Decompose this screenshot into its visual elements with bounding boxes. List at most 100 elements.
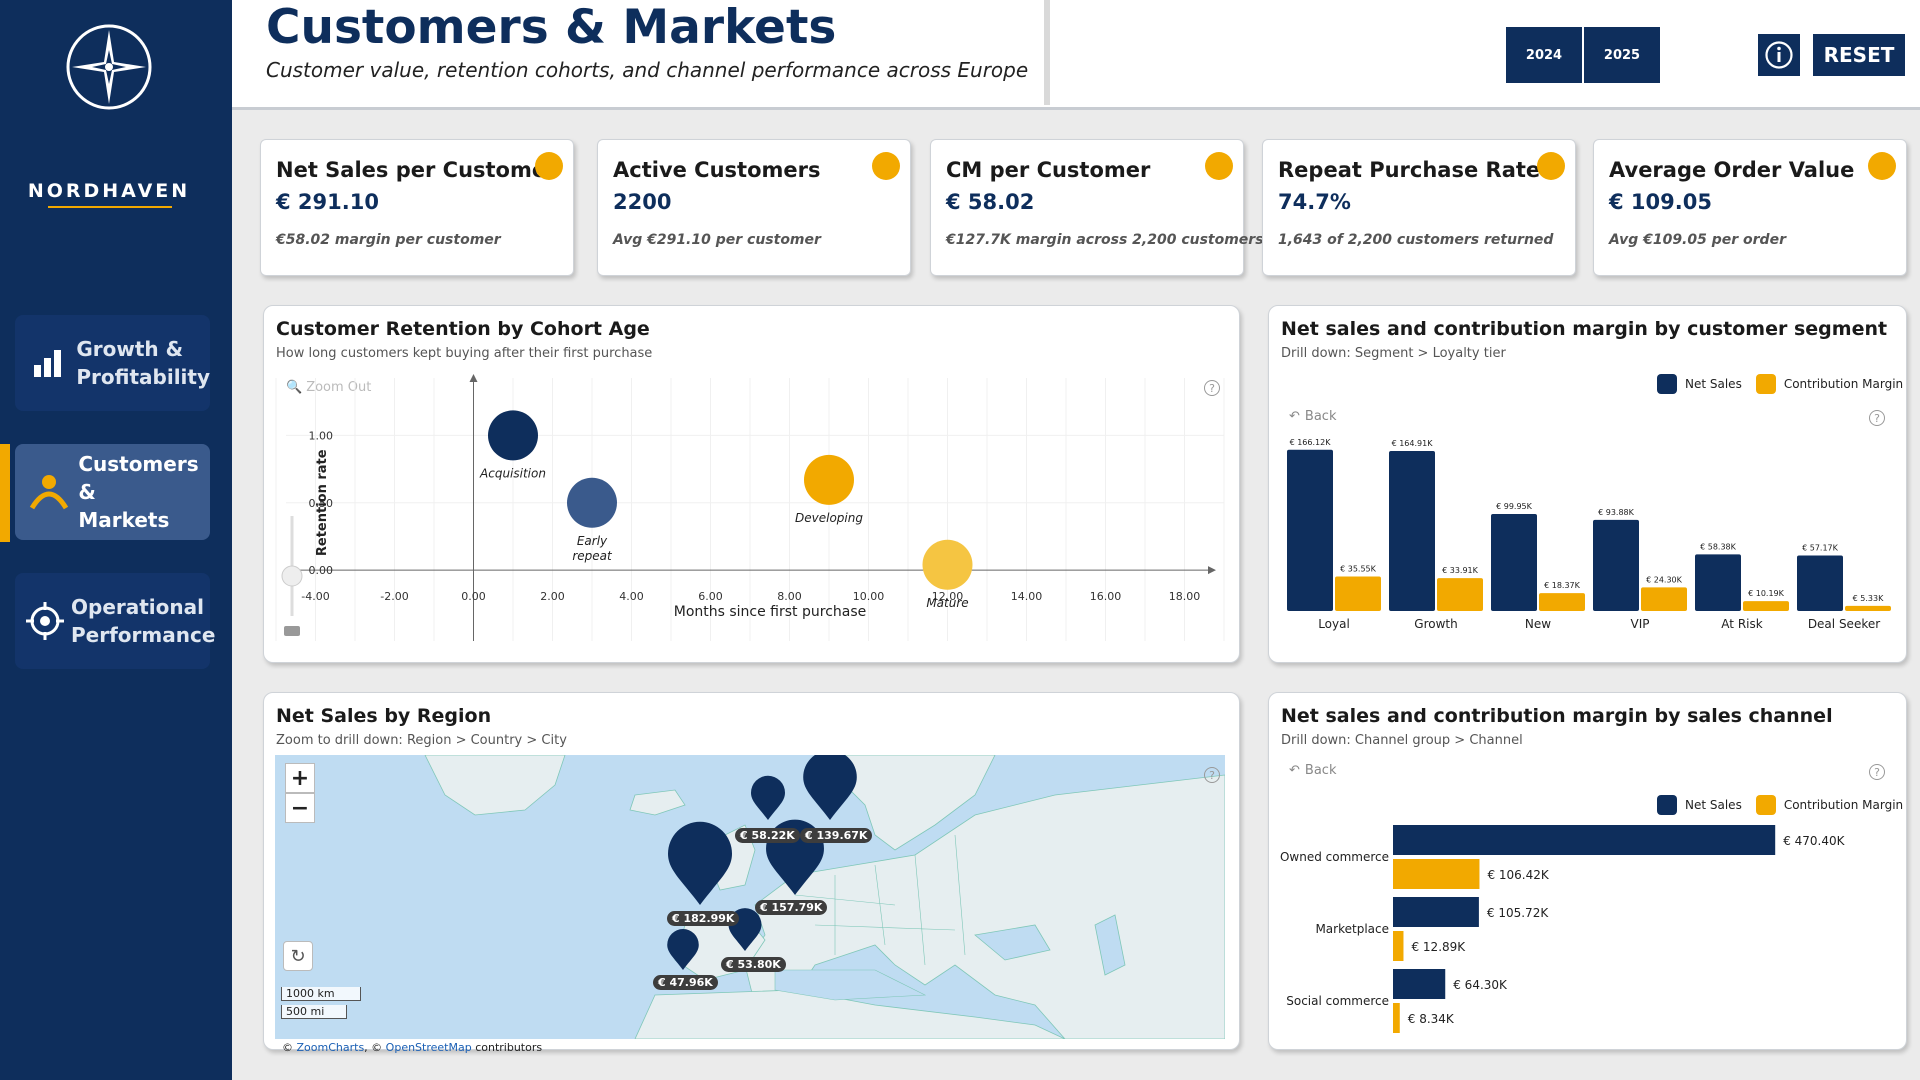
sidebar: NORDHAVEN Growth & Profitability Customer… — [0, 0, 232, 1080]
zoom-slider-handle[interactable] — [281, 565, 303, 587]
segment-bar-chart[interactable]: € 166.12K € 35.55K Loyal € 164.91K € 33.91K G… — [1269, 306, 1908, 664]
bar-contribution-margin[interactable] — [1641, 587, 1687, 611]
map-refresh-button[interactable]: ↻ — [283, 941, 313, 971]
nav-item-customers-markets[interactable]: Customers & Markets — [15, 444, 210, 540]
header-divider — [1044, 0, 1050, 105]
year-2025-button[interactable]: 2025 — [1584, 27, 1660, 83]
nav-label-line1: Customers & — [78, 452, 199, 504]
map-pin-icon[interactable] — [751, 775, 785, 820]
bar-net-sales[interactable] — [1593, 519, 1639, 611]
legend-label-contribution-margin: Contribution Margin — [1783, 798, 1904, 812]
map-canvas[interactable]: + − ↻ 1000 km 500 mi € 182.99K € 58.22K … — [275, 755, 1225, 1039]
scatter-point-label: Mature — [926, 596, 968, 610]
bar-net-sales[interactable] — [1491, 513, 1537, 611]
bar-net-sales[interactable] — [1695, 554, 1741, 611]
bar-contribution-margin[interactable] — [1335, 576, 1381, 611]
status-dot-icon — [1868, 152, 1896, 180]
map-pin-icon[interactable] — [803, 755, 857, 820]
bar-data-label: € 33.91K — [1442, 566, 1479, 575]
x-category-label: Deal Seeker — [1808, 617, 1880, 631]
bar-net-sales[interactable] — [1797, 555, 1843, 611]
channel-bar-chart[interactable]: € 470.40K € 106.42K Owned commerce € 105.72… — [1269, 693, 1908, 1051]
help-icon[interactable]: ? — [1869, 410, 1885, 426]
x-tick-label: 14.00 — [1011, 590, 1043, 603]
kpi-card-cm-per-customer: CM per Customer € 58.02 €127.7K margin a… — [930, 139, 1264, 276]
kpi-value: 74.7% — [1278, 190, 1351, 214]
scatter-point-label: repeat — [572, 549, 613, 563]
scatter-point[interactable] — [922, 539, 973, 590]
scatter-point[interactable] — [488, 410, 538, 461]
nav-label: Operational Performance — [71, 593, 215, 649]
status-dot-icon — [1205, 152, 1233, 180]
panel-subtitle: Zoom to drill down: Region > Country > C… — [276, 733, 567, 748]
map-scale-km: 1000 km — [281, 987, 361, 1001]
legend-label-contribution-margin: Contribution Margin — [1783, 377, 1904, 391]
scatter-point[interactable] — [804, 454, 854, 505]
keyboard-icon[interactable] — [284, 626, 300, 636]
map-marker-label: € 47.96K — [653, 975, 718, 990]
page-subtitle: Customer value, retention cohorts, and c… — [266, 58, 1029, 82]
bar-data-label: € 18.37K — [1544, 581, 1581, 590]
y-category-label: Marketplace — [1315, 922, 1389, 936]
kpi-value: € 58.02 — [946, 190, 1035, 214]
bar-net-sales[interactable] — [1287, 449, 1333, 611]
bar-data-label: € 166.12K — [1290, 438, 1332, 447]
bar-net-sales[interactable] — [1393, 825, 1776, 855]
map-pin-icon[interactable] — [667, 929, 699, 970]
bar-data-label: € 470.40K — [1783, 834, 1845, 848]
year-2024-button[interactable]: 2024 — [1506, 27, 1582, 83]
kpi-card-active-customers: Active Customers 2200 Avg €291.10 per cu… — [597, 139, 911, 276]
panel-title: Customer Retention by Cohort Age — [276, 318, 650, 340]
kpi-card-net-sales-per-customer: Net Sales per Customer € 291.10 €58.02 m… — [260, 139, 574, 276]
panel-title: Net Sales by Region — [276, 705, 492, 727]
help-icon[interactable]: ? — [1204, 380, 1220, 396]
bar-net-sales[interactable] — [1393, 969, 1446, 999]
zoom-out-button[interactable]: 🔍 Zoom Out — [286, 380, 371, 395]
kpi-title: CM per Customer — [946, 158, 1151, 182]
map-marker-label: € 139.67K — [800, 828, 873, 843]
bar-net-sales[interactable] — [1393, 897, 1479, 927]
bar-contribution-margin[interactable] — [1743, 601, 1789, 611]
scatter-point[interactable] — [567, 477, 617, 528]
map-scale-mi: 500 mi — [281, 1005, 347, 1019]
bar-contribution-margin[interactable] — [1393, 1003, 1400, 1033]
y-category-label: Social commerce — [1286, 994, 1389, 1008]
zoom-out-label: Zoom Out — [306, 380, 372, 395]
x-tick-label: 6.00 — [698, 590, 723, 603]
nav-item-growth-profitability[interactable]: Growth & Profitability — [15, 315, 210, 411]
map-zoom-in-button[interactable]: + — [285, 763, 315, 793]
kpi-value: € 109.05 — [1609, 190, 1712, 214]
x-tick-label: 12.00 — [932, 590, 964, 603]
nav-label-line1: Growth & — [76, 337, 184, 361]
help-icon[interactable]: ? — [1204, 767, 1220, 783]
bar-contribution-margin[interactable] — [1437, 578, 1483, 611]
y-tick-label: 1.00 — [309, 429, 334, 442]
bar-contribution-margin[interactable] — [1393, 859, 1480, 889]
x-tick-label: 18.00 — [1169, 590, 1201, 603]
bar-contribution-margin[interactable] — [1539, 593, 1585, 611]
kpi-title: Average Order Value — [1609, 158, 1855, 182]
bar-net-sales[interactable] — [1389, 450, 1435, 611]
x-tick-label: 8.00 — [777, 590, 802, 603]
bar-contribution-margin[interactable] — [1393, 931, 1404, 961]
kpi-card-average-order-value: Average Order Value € 109.05 Avg €109.05… — [1593, 139, 1907, 276]
bar-data-label: € 8.34K — [1408, 1012, 1455, 1026]
map-markers — [667, 755, 857, 970]
y-tick-label: 0.50 — [309, 497, 334, 510]
scatter-point-label: Acquisition — [479, 466, 546, 480]
openstreetmap-link[interactable]: OpenStreetMap — [385, 1041, 472, 1054]
zoomcharts-link[interactable]: ZoomCharts — [296, 1041, 365, 1054]
back-button[interactable]: ↶ Back — [1289, 763, 1336, 778]
x-tick-label: 0.00 — [461, 590, 486, 603]
reset-button[interactable]: RESET — [1813, 34, 1905, 76]
scatter-point-label: Developing — [795, 511, 863, 525]
scatter-point-label: Early — [577, 534, 608, 548]
map-pin-icon[interactable] — [668, 821, 732, 905]
bar-data-label: € 164.91K — [1392, 439, 1434, 448]
nav-item-operational-performance[interactable]: Operational Performance — [15, 573, 215, 669]
bar-contribution-margin[interactable] — [1845, 605, 1891, 611]
map-zoom-out-button[interactable]: − — [285, 793, 315, 823]
help-icon[interactable]: ? — [1869, 764, 1885, 780]
info-button[interactable] — [1758, 34, 1800, 76]
back-button[interactable]: ↶ Back — [1289, 409, 1336, 424]
